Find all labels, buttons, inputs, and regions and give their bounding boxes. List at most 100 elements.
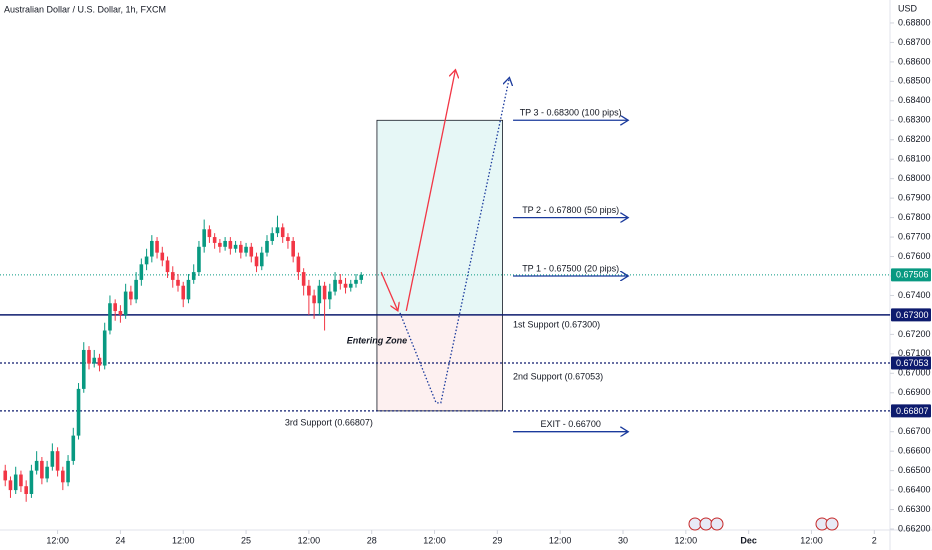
support-label: 3rd Support (0.66807): [285, 417, 373, 427]
y-tick-label: 0.67000: [898, 368, 931, 378]
candle-body: [207, 229, 212, 238]
y-tick-label: 0.68000: [898, 173, 931, 183]
candle-body: [270, 233, 275, 241]
candle-body: [113, 303, 117, 312]
candle-body: [197, 246, 201, 273]
y-tick-label: 0.67700: [898, 231, 931, 241]
candle-body: [317, 285, 322, 304]
candle-body: [55, 451, 60, 471]
flag-icon[interactable]: [825, 517, 839, 531]
candle-body: [102, 330, 107, 366]
flag-icon[interactable]: [710, 517, 724, 531]
price-axis-label: 0.67053: [896, 358, 929, 368]
candle-body: [228, 240, 233, 249]
y-tick-label: 0.68200: [898, 134, 931, 144]
x-tick-label: 29: [492, 535, 502, 545]
candle-body: [8, 480, 13, 491]
y-tick-label: 0.68100: [898, 154, 931, 164]
loss-zone: [376, 314, 503, 411]
y-tick-label: 0.66500: [898, 465, 931, 475]
y-tick-label: 0.67900: [898, 193, 931, 203]
y-tick-label: 0.68700: [898, 37, 931, 47]
price-axis-label: 0.67506: [896, 270, 929, 280]
chart-title: Australian Dollar / U.S. Dollar, 1h, FXC…: [4, 4, 166, 14]
candle-body: [296, 256, 301, 273]
candle-body: [71, 435, 76, 461]
flag-icon[interactable]: [699, 517, 713, 531]
candle-body: [343, 283, 348, 288]
candle-body: [45, 466, 49, 479]
y-tick-label: 0.67400: [898, 290, 931, 300]
candle-body: [333, 279, 337, 292]
candle-body: [61, 470, 65, 483]
candle-body: [24, 486, 28, 494]
plot-layer: 0.68800 0.68700 0.68600 0.68500 0.68400 0.683…: [0, 17, 931, 545]
candle-body: [165, 260, 170, 273]
candle-body: [176, 279, 180, 286]
candle-body: [218, 242, 222, 247]
candle-body: [129, 291, 133, 300]
candle-body: [223, 240, 227, 247]
candle-body: [40, 460, 44, 479]
y-tick-label: 0.66600: [898, 446, 931, 456]
candle-body: [301, 272, 306, 286]
price-axis-label: 0.66807: [896, 406, 929, 416]
candle-body: [87, 349, 91, 364]
candle-body: [249, 246, 254, 257]
position-box: [376, 119, 503, 412]
candle-body: [3, 470, 8, 481]
y-tick-label: 0.68500: [898, 76, 931, 86]
x-tick-label: 12:00: [46, 535, 69, 545]
candle-body: [181, 285, 186, 300]
y-tick-label: 0.68600: [898, 56, 931, 66]
candle-body: [19, 474, 23, 487]
price-axis-box: [891, 308, 931, 322]
x-tick-label: 25: [241, 535, 251, 545]
candle-body: [254, 256, 259, 267]
candle-body: [92, 357, 97, 364]
support-label: 2nd Support (0.67053): [513, 371, 603, 381]
x-tick-label: Dec: [740, 535, 757, 545]
y-tick-label: 0.66200: [898, 523, 931, 533]
y-tick-label: 0.67100: [898, 348, 931, 358]
y-tick-label: 0.66700: [898, 426, 931, 436]
candle-body: [322, 285, 327, 300]
candle-body: [66, 460, 70, 483]
currency-label: USD: [898, 3, 918, 13]
flag-icon[interactable]: [688, 517, 702, 531]
candle-body: [275, 227, 280, 234]
y-tick-label: 0.67600: [898, 251, 931, 261]
candle-body: [265, 240, 269, 253]
target-label: TP 1 - 0.67500 (20 pips): [522, 263, 619, 273]
candle-body: [155, 240, 159, 253]
candle-body: [307, 285, 311, 296]
x-tick-label: 28: [367, 535, 377, 545]
candle-body: [97, 357, 102, 366]
entry-arrow: [380, 271, 398, 311]
bull-arrow: [405, 70, 455, 312]
entry-zone-label: Entering Zone: [347, 335, 408, 345]
candle-body: [354, 279, 358, 284]
candle-body: [186, 279, 191, 300]
price-axis-box: [891, 404, 931, 418]
event-flags: [688, 517, 839, 531]
x-tick-label: 12:00: [675, 535, 698, 545]
candle-body: [81, 349, 86, 389]
candle-body: [233, 244, 238, 249]
profit-zone: [376, 120, 503, 315]
candle-body: [76, 388, 81, 436]
candle-body: [328, 291, 332, 300]
y-tick-label: 0.67800: [898, 212, 931, 222]
candle-body: [13, 474, 18, 491]
candle-body: [286, 237, 290, 241]
candle-body: [212, 237, 217, 243]
y-tick-label: 0.68800: [898, 17, 931, 27]
x-tick-label: 12:00: [800, 535, 823, 545]
y-tick-label: 0.66900: [898, 387, 931, 397]
candle-body: [144, 256, 149, 265]
x-tick-label: 12:00: [423, 535, 446, 545]
y-tick-label: 0.68300: [898, 115, 931, 125]
price-axis-label: 0.67300: [896, 310, 929, 320]
candle-body: [239, 244, 243, 253]
price-axis-box: [891, 268, 931, 282]
